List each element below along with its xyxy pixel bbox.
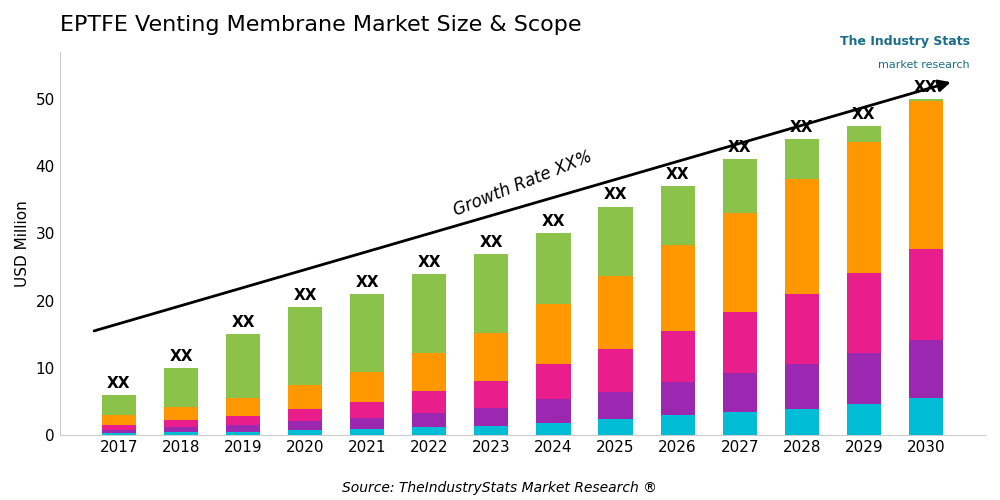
Text: XX: XX [666, 168, 689, 182]
Text: XX: XX [728, 140, 751, 156]
Bar [661, 186, 695, 246]
Text: XX: XX [418, 254, 441, 270]
Bar [847, 142, 881, 272]
Bar [536, 304, 571, 364]
Bar [288, 421, 322, 430]
Bar [909, 101, 943, 249]
Bar [661, 382, 695, 415]
Bar [164, 432, 198, 435]
Bar [598, 348, 633, 392]
Bar [847, 126, 881, 142]
Bar [785, 180, 819, 294]
Bar [350, 430, 384, 435]
Bar [102, 415, 136, 425]
Bar [226, 398, 260, 416]
Text: The Industry Stats: The Industry Stats [840, 35, 970, 48]
Bar [723, 213, 757, 312]
Bar [723, 373, 757, 412]
Bar [102, 433, 136, 435]
Bar [785, 140, 819, 179]
Bar [412, 391, 446, 412]
Text: XX: XX [107, 376, 131, 391]
Bar [536, 364, 571, 399]
Bar [474, 333, 508, 380]
Bar [536, 423, 571, 435]
Bar [909, 99, 943, 101]
Text: market research: market research [878, 60, 970, 70]
Bar [226, 334, 260, 398]
Text: XX: XX [852, 107, 876, 122]
Bar [785, 294, 819, 364]
Bar [350, 402, 384, 418]
Bar [847, 404, 881, 435]
Text: XX: XX [914, 80, 938, 95]
Bar [474, 408, 508, 426]
Y-axis label: USD Million: USD Million [15, 200, 30, 287]
Bar [288, 386, 322, 409]
Text: XX: XX [480, 234, 503, 250]
Text: XX: XX [231, 315, 255, 330]
Text: XX: XX [790, 120, 813, 135]
Bar [474, 426, 508, 435]
Text: XX: XX [169, 349, 193, 364]
Bar [350, 418, 384, 430]
Bar [661, 246, 695, 330]
Bar [661, 330, 695, 382]
Text: XX: XX [355, 275, 379, 290]
Text: XX: XX [542, 214, 565, 230]
Bar [412, 427, 446, 435]
Bar [723, 312, 757, 373]
Bar [412, 412, 446, 427]
Bar [723, 160, 757, 213]
Bar [412, 274, 446, 353]
Bar [102, 395, 136, 415]
Bar [102, 425, 136, 430]
Bar [909, 249, 943, 340]
Bar [164, 407, 198, 420]
Text: XX: XX [293, 288, 317, 304]
Bar [598, 392, 633, 419]
Bar [226, 425, 260, 432]
Bar [164, 368, 198, 407]
Bar [474, 254, 508, 333]
Text: XX: XX [604, 188, 627, 202]
Text: EPTFE Venting Membrane Market Size & Scope: EPTFE Venting Membrane Market Size & Sco… [60, 15, 581, 35]
Bar [661, 415, 695, 435]
Bar [288, 308, 322, 386]
Bar [785, 364, 819, 408]
Bar [288, 430, 322, 435]
Bar [598, 276, 633, 348]
Bar [909, 398, 943, 435]
Bar [598, 419, 633, 435]
Bar [164, 420, 198, 427]
Bar [785, 408, 819, 435]
Bar [226, 416, 260, 425]
Bar [536, 399, 571, 423]
Bar [723, 412, 757, 435]
Text: Growth Rate XX%: Growth Rate XX% [450, 148, 594, 220]
Bar [474, 380, 508, 408]
Bar [847, 353, 881, 404]
Bar [412, 353, 446, 391]
Bar [102, 430, 136, 433]
Bar [164, 427, 198, 432]
Bar [350, 294, 384, 372]
Bar [226, 432, 260, 435]
Bar [536, 234, 571, 304]
Bar [288, 409, 322, 421]
Bar [350, 372, 384, 402]
Text: Source: TheIndustryStats Market Research ®: Source: TheIndustryStats Market Research… [342, 481, 658, 495]
Bar [909, 340, 943, 398]
Bar [847, 272, 881, 353]
Bar [598, 207, 633, 276]
